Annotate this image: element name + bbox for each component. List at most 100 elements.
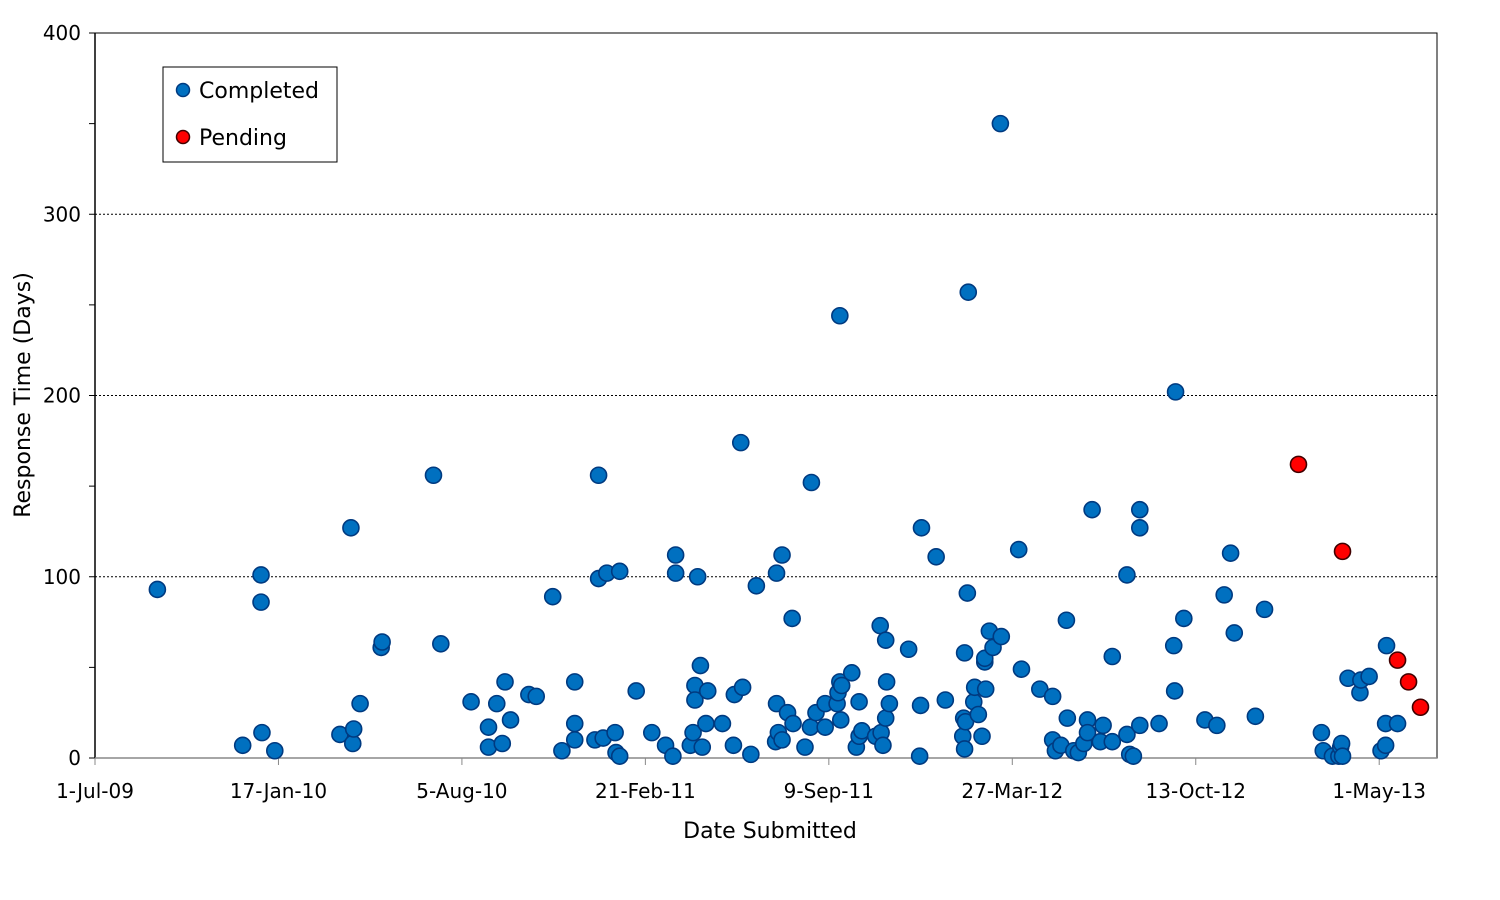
data-point-completed — [1150, 714, 1168, 733]
data-point-completed — [543, 587, 562, 606]
data-point-completed — [1130, 716, 1149, 735]
data-point-completed — [589, 466, 608, 485]
data-point-completed — [784, 714, 802, 733]
tick-labels: 0 100 200 300 400 1-Jul-09 17-Jan-10 5-Aug-10 21… — [43, 21, 1426, 803]
data-point-completed — [724, 736, 743, 755]
data-point-completed — [1166, 383, 1185, 401]
x-tick-label: 13-Oct-12 — [1146, 779, 1246, 803]
data-point-completed — [148, 580, 167, 599]
data-point-completed — [874, 736, 892, 755]
data-point-completed — [1215, 586, 1233, 604]
data-point-completed — [1175, 609, 1193, 628]
data-point-completed — [713, 714, 732, 733]
data-point-completed — [698, 682, 717, 700]
data-point-completed — [927, 548, 945, 566]
data-point-completed — [773, 546, 791, 564]
data-point-completed — [344, 720, 363, 738]
data-point-completed — [666, 564, 685, 582]
data-points — [148, 114, 1430, 765]
data-point-completed — [1012, 660, 1031, 678]
data-point-completed — [831, 711, 850, 729]
data-point-completed — [1130, 500, 1149, 519]
data-point-completed — [876, 631, 895, 649]
data-point-completed — [1058, 709, 1077, 727]
data-point-completed — [973, 727, 991, 746]
data-point-completed — [1124, 747, 1143, 765]
data-point-pending — [1333, 542, 1352, 561]
data-point-completed — [606, 723, 624, 742]
data-point-completed — [496, 673, 514, 691]
legend-marker-pending — [175, 129, 191, 145]
data-point-completed — [1103, 647, 1122, 666]
data-point-completed — [842, 664, 861, 682]
data-point-completed — [686, 691, 704, 709]
data-point-completed — [976, 680, 995, 698]
axes — [89, 32, 1438, 765]
data-point-completed — [627, 682, 646, 700]
x-tick-label: 17-Jan-10 — [230, 779, 327, 803]
data-point-completed — [565, 714, 584, 733]
data-point-completed — [1130, 519, 1149, 537]
data-point-completed — [936, 691, 955, 709]
data-point-pending — [1289, 455, 1308, 474]
data-point-completed — [697, 714, 715, 733]
data-point-completed — [850, 693, 868, 711]
data-point-completed — [783, 609, 801, 628]
data-point-completed — [233, 736, 252, 755]
legend-label-pending: Pending — [199, 126, 287, 151]
data-point-completed — [252, 566, 270, 584]
data-point-completed — [969, 705, 988, 724]
data-point-completed — [342, 519, 360, 537]
data-point-completed — [991, 114, 1010, 133]
data-point-completed — [688, 567, 707, 586]
data-point-completed — [1118, 566, 1136, 584]
data-point-completed — [959, 283, 978, 301]
data-point-completed — [1255, 600, 1274, 619]
data-point-pending — [1388, 651, 1407, 669]
data-point-completed — [642, 723, 661, 742]
data-point-completed — [1333, 747, 1352, 765]
data-point-completed — [831, 306, 849, 325]
data-point-completed — [691, 656, 710, 675]
data-point-completed — [462, 693, 480, 711]
data-point-completed — [1221, 544, 1240, 562]
data-point-completed — [911, 696, 930, 715]
data-point-completed — [1094, 716, 1112, 735]
x-tick-label: 27-Mar-12 — [961, 779, 1063, 803]
data-point-completed — [877, 673, 896, 691]
data-point-completed — [1118, 725, 1136, 744]
data-point-completed — [343, 734, 362, 753]
x-tick-label: 1-May-13 — [1332, 779, 1426, 803]
data-point-completed — [816, 718, 834, 736]
data-point-completed — [747, 577, 766, 595]
data-point-completed — [802, 473, 821, 492]
data-point-pending — [1411, 698, 1430, 717]
x-tick-label: 1-Jul-09 — [56, 779, 134, 803]
data-point-completed — [487, 694, 506, 713]
data-point-completed — [1360, 667, 1378, 686]
data-point-completed — [912, 519, 931, 537]
data-point-completed — [693, 738, 712, 756]
data-point-completed — [880, 694, 899, 713]
data-point-completed — [958, 584, 977, 602]
data-point-completed — [992, 627, 1011, 646]
data-point-completed — [1208, 716, 1226, 735]
data-point-completed — [796, 738, 814, 756]
x-axis-title: Date Submitted — [683, 819, 857, 844]
legend-box — [162, 66, 338, 163]
data-point-completed — [1377, 636, 1396, 655]
data-point-completed — [493, 734, 512, 753]
data-point-completed — [479, 718, 498, 736]
data-point-completed — [910, 747, 929, 765]
data-point-completed — [265, 741, 284, 760]
y-tick-label: 400 — [43, 21, 81, 45]
data-point-completed — [767, 564, 786, 582]
data-point-completed — [773, 731, 791, 749]
gridlines — [95, 213, 1437, 578]
legend-label-completed: Completed — [199, 79, 319, 104]
data-point-completed — [733, 678, 752, 697]
data-point-completed — [955, 644, 974, 662]
data-point-completed — [565, 673, 584, 691]
data-point-completed — [1103, 732, 1122, 751]
